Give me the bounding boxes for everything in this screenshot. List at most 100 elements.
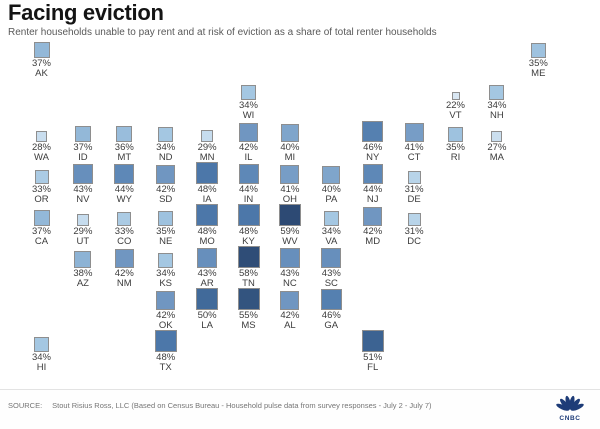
state-tile-UT: 29% UT [62,204,104,247]
state-value-label: 34% [321,226,341,237]
state-tile-DE: 31% DE [393,162,435,205]
state-square-MT [116,126,133,142]
state-square-OH [280,165,300,184]
state-abbr-label: PA [325,194,338,205]
state-value-label: 27% [487,142,507,153]
chart-title: Facing eviction [8,0,164,25]
state-value-label: 36% [114,142,134,153]
state-tile-AZ: 38% AZ [62,246,104,289]
state-tile-MA: 27% MA [476,120,518,163]
state-tile-IN: 44% IN [228,162,270,205]
state-square-DC [407,213,421,226]
footer: SOURCE: Stout Risius Ross, LLC (Based on … [0,389,600,429]
state-value-label: 35% [528,58,548,69]
state-abbr-label: FL [367,362,379,373]
state-tile-TX: 48% TX [145,330,187,373]
state-abbr-label: ND [158,152,173,163]
state-tile-OR: 33% OR [21,162,63,205]
state-value-label: 37% [31,58,51,69]
state-value-label: 42% [114,268,134,279]
state-abbr-label: ME [531,68,546,79]
state-abbr-label: UT [76,236,90,247]
state-square-IN [238,164,259,184]
state-tile-AL: 42% AL [269,288,311,331]
state-abbr-label: AR [200,278,214,289]
state-tile-TN: 58% TN [228,246,270,289]
state-tile-MO: 48% MO [186,204,228,247]
state-abbr-label: SD [159,194,173,205]
state-square-AR [197,248,218,268]
state-tile-DC: 31% DC [393,204,435,247]
state-tile-CO: 33% CO [103,204,145,247]
source-label: SOURCE: [8,401,43,410]
state-value-label: 48% [197,226,217,237]
state-abbr-label: TX [159,362,172,373]
state-abbr-label: RI [450,152,461,163]
state-value-label: 41% [280,184,300,195]
state-square-NV [72,164,93,184]
state-square-WV [278,204,301,226]
state-value-label: 40% [321,184,341,195]
state-value-label: 48% [156,352,176,363]
cnbc-logo: CNBC [553,394,587,422]
state-square-RI [448,127,463,142]
state-tile-WY: 44% WY [103,162,145,205]
state-abbr-label: KS [159,278,173,289]
state-abbr-label: MO [199,236,215,247]
state-square-GA [320,289,342,310]
state-tile-VA: 34% VA [310,204,352,247]
state-value-label: 48% [238,226,258,237]
state-tile-IA: 48% IA [186,162,228,205]
state-tile-MS: 55% MS [228,288,270,331]
state-abbr-label: NH [490,110,504,121]
state-square-NJ [362,164,383,184]
state-value-label: 51% [363,352,383,363]
state-value-label: 34% [156,142,176,153]
state-square-PA [322,166,341,184]
state-abbr-label: VA [325,236,338,247]
state-tile-KY: 48% KY [228,204,270,247]
state-abbr-label: VT [449,110,462,121]
state-square-AL [280,291,300,310]
state-value-label: 28% [31,142,51,153]
state-value-label: 22% [445,100,465,111]
state-value-label: 59% [280,226,300,237]
state-tile-MD: 42% MD [352,204,394,247]
state-tile-ME: 35% ME [517,36,559,79]
state-square-TX [154,330,177,352]
state-tile-FL: 51% FL [352,330,394,373]
state-abbr-label: NJ [366,194,379,205]
state-value-label: 46% [363,142,383,153]
state-square-SC [321,248,342,268]
state-tile-AK: 37% AK [21,36,63,79]
state-abbr-label: OK [158,320,173,331]
state-value-label: 35% [156,226,176,237]
state-abbr-label: MI [284,152,296,163]
state-tile-OK: 42% OK [145,288,187,331]
state-tile-ID: 37% ID [62,120,104,163]
state-value-label: 42% [156,310,176,321]
state-square-TN [237,246,260,268]
state-abbr-label: AL [284,320,296,331]
state-abbr-label: NM [116,278,132,289]
state-abbr-label: DC [407,236,421,247]
state-tile-SC: 43% SC [310,246,352,289]
cnbc-logo-text: CNBC [559,415,581,422]
cnbc-peacock-icon [556,395,584,411]
state-square-MS [237,288,260,310]
state-tile-OH: 41% OH [269,162,311,205]
state-square-NC [279,248,300,268]
state-value-label: 34% [156,268,176,279]
state-square-MO [196,204,219,226]
state-value-label: 34% [487,100,507,111]
state-abbr-label: GA [324,320,339,331]
state-abbr-label: SC [324,278,338,289]
state-tile-NE: 35% NE [145,204,187,247]
state-tile-GA: 46% GA [310,288,352,331]
state-value-label: 35% [445,142,465,153]
source-line: SOURCE: Stout Risius Ross, LLC (Based on … [8,401,432,410]
state-abbr-label: CT [407,152,421,163]
state-value-label: 33% [31,184,51,195]
state-value-label: 33% [114,226,134,237]
